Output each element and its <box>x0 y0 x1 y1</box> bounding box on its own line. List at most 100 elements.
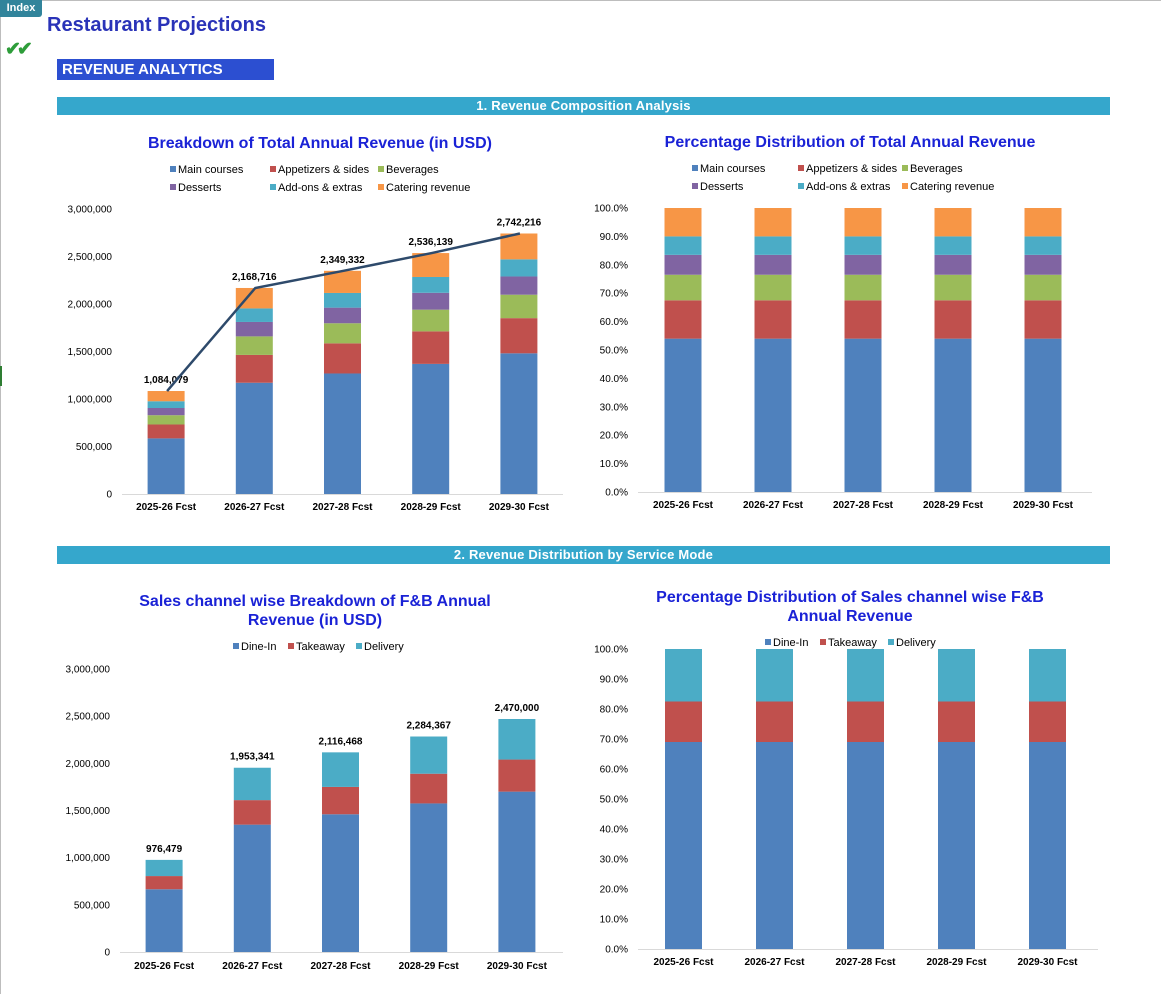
bar-segment <box>412 292 450 310</box>
legend-item: Beverages <box>378 164 439 176</box>
bar-segment <box>147 391 185 402</box>
legend-label: Takeaway <box>296 641 345 653</box>
y-tick-label: 1,000,000 <box>68 395 113 406</box>
y-tick-label: 90.0% <box>600 232 628 243</box>
y-tick-label: 2,000,000 <box>68 300 113 311</box>
legend-swatch <box>888 639 894 645</box>
y-tick-label: 0 <box>106 490 112 501</box>
legend-swatch <box>170 184 176 190</box>
bar-segment <box>1029 649 1066 702</box>
bar-segment <box>412 363 450 494</box>
y-tick-label: 60.0% <box>600 317 628 328</box>
bar-segment <box>756 649 793 702</box>
legend-label: Add-ons & extras <box>278 182 363 194</box>
legend-item: Add-ons & extras <box>798 181 890 193</box>
bar-segment <box>145 889 183 952</box>
bar-segment <box>147 407 185 416</box>
bar-segment <box>500 294 538 319</box>
bar-segment <box>235 287 273 309</box>
legend-swatch <box>270 166 276 172</box>
y-tick-label: 500,000 <box>76 442 113 453</box>
bar-segment <box>1029 742 1066 949</box>
legend-item: Dine-In <box>233 641 276 653</box>
bar-segment <box>844 300 882 339</box>
bar-segment <box>754 338 792 492</box>
total-data-label: 2,470,000 <box>495 703 540 714</box>
total-data-label: 2,536,139 <box>408 237 453 248</box>
total-data-label: 2,349,332 <box>320 255 365 266</box>
legend-swatch <box>378 184 384 190</box>
legend-item: Main courses <box>170 164 243 176</box>
bar-segment <box>847 742 884 949</box>
bar-segment <box>233 824 271 952</box>
y-tick-label: 0.0% <box>605 488 628 499</box>
section-band-revenue-composition: 1. Revenue Composition Analysis <box>57 97 1110 115</box>
bar-segment <box>147 424 185 439</box>
bar-segment <box>844 254 882 275</box>
legend-label: Delivery <box>896 637 936 649</box>
bar-segment <box>145 859 183 877</box>
bar-segment <box>233 767 271 801</box>
legend-item: Catering revenue <box>902 181 994 193</box>
y-tick-label: 3,000,000 <box>68 205 113 216</box>
legend-label: Beverages <box>386 164 439 176</box>
sheet-top-border <box>0 0 1161 1</box>
legend-swatch <box>902 165 908 171</box>
x-category-label: 2026-27 Fcst <box>744 957 805 968</box>
bar-segment <box>664 338 702 492</box>
double-check-icon: ✔✔ <box>5 39 33 60</box>
y-tick-label: 2,500,000 <box>66 712 111 723</box>
legend-item: Add-ons & extras <box>270 182 362 194</box>
bar-segment <box>500 259 538 277</box>
bar-segment <box>324 323 361 344</box>
bar-segment <box>410 773 448 804</box>
page-title: Restaurant Projections <box>47 14 266 36</box>
bar-segment <box>498 791 536 952</box>
legend-label: Dine-In <box>241 641 277 653</box>
bar-segment <box>664 236 702 255</box>
y-tick-label: 80.0% <box>600 705 628 716</box>
x-category-label: 2028-29 Fcst <box>923 500 984 511</box>
bar-segment <box>235 336 273 355</box>
legend-item: Beverages <box>902 163 963 175</box>
y-tick-label: 1,000,000 <box>66 853 111 864</box>
bar-segment <box>1024 208 1062 237</box>
chart-channel-breakdown: Sales channel wise Breakdown of F&B Annu… <box>60 588 580 988</box>
x-category-label: 2026-27 Fcst <box>222 961 283 972</box>
legend-swatch <box>170 166 176 172</box>
bar-segment <box>938 742 975 949</box>
bar-segment <box>1024 254 1062 275</box>
chart-revenue-percentage: Percentage Distribution of Total Annual … <box>590 130 1110 525</box>
legend-label: Desserts <box>700 181 744 193</box>
y-tick-label: 50.0% <box>600 795 628 806</box>
legend-swatch <box>270 184 276 190</box>
legend-label: Catering revenue <box>910 181 995 193</box>
y-tick-label: 10.0% <box>600 459 628 470</box>
chart-plot: 0 500,000 1,000,000 1,500,000 2,000,000 2,500… <box>68 205 563 513</box>
bar-segment <box>934 236 972 255</box>
legend-swatch <box>288 643 294 649</box>
y-tick-label: 80.0% <box>600 260 628 271</box>
bar-segment <box>498 759 536 792</box>
bar-segment <box>235 308 273 322</box>
legend-swatch <box>765 639 771 645</box>
bar-segment <box>664 300 702 339</box>
total-data-label: 2,168,716 <box>232 272 277 283</box>
sheet-left-border <box>0 0 1 994</box>
chart-title: Sales channel wise Breakdown of F&B Annu… <box>139 593 491 629</box>
index-button[interactable]: Index <box>0 0 42 17</box>
bar-segment <box>235 321 273 337</box>
legend-label: Desserts <box>178 182 222 194</box>
bar-segment <box>938 649 975 702</box>
legend-item: Delivery <box>888 637 936 649</box>
legend-label: Beverages <box>910 163 963 175</box>
legend-label: Delivery <box>364 641 404 653</box>
legend-item: Desserts <box>170 182 221 194</box>
x-category-label: 2025-26 Fcst <box>653 957 714 968</box>
y-tick-label: 0 <box>104 948 110 959</box>
bar-segment <box>500 276 538 295</box>
bar-segment <box>934 338 972 492</box>
x-category-label: 2028-29 Fcst <box>926 957 987 968</box>
y-tick-label: 30.0% <box>600 402 628 413</box>
legend-label: Catering revenue <box>386 182 471 194</box>
